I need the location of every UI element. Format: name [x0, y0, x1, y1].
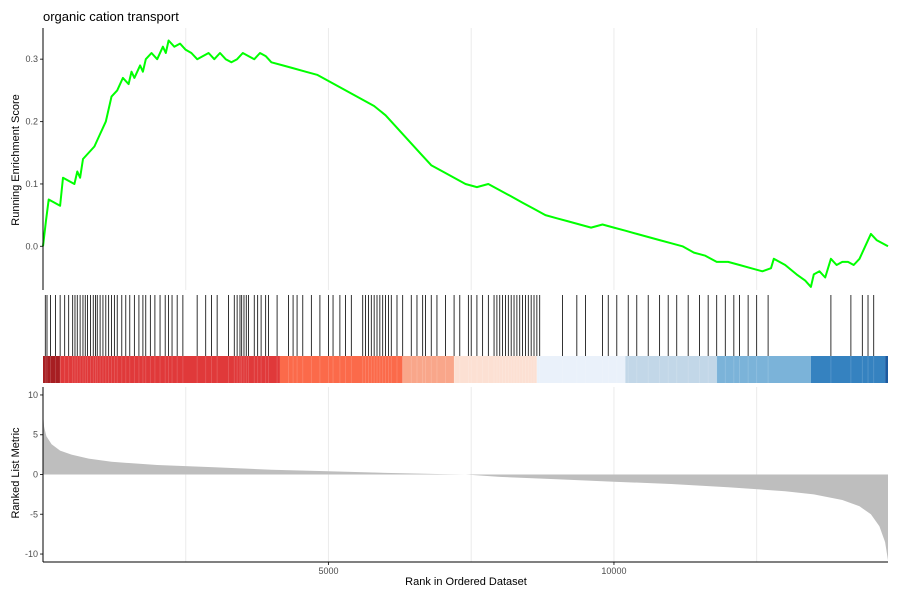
x-tick-label: 10000: [601, 566, 626, 576]
es-y-tick-label: 0.1: [25, 179, 38, 189]
es-y-axis-title: Running Enrichment Score: [10, 94, 22, 225]
metric-y-tick-label: 5: [33, 430, 38, 440]
rank-color-band: [625, 356, 717, 383]
metric-y-tick-label: -10: [25, 549, 38, 559]
x-tick-label: 5000: [318, 566, 338, 576]
metric-y-axis-title: Ranked List Metric: [10, 427, 22, 519]
rank-color-band: [402, 356, 455, 383]
es-grid: [185, 28, 758, 290]
hits-panel: [43, 295, 888, 383]
es-y-tick-label: 0.2: [25, 117, 38, 127]
rank-color-band: [716, 356, 811, 383]
metric-y-tick-label: 0: [33, 470, 38, 480]
chart-title: organic cation transport: [43, 9, 179, 24]
rank-color-band: [60, 356, 280, 383]
es-y-tick-label: 0.3: [25, 54, 38, 64]
x-axis-title: Rank in Ordered Dataset: [405, 576, 527, 588]
rank-color-band: [536, 356, 626, 383]
es-y-tick-label: 0.0: [25, 241, 38, 251]
es-panel: [42, 39, 889, 288]
metric-panel: [43, 412, 888, 561]
rank-color-band: [43, 356, 61, 383]
metric-y-tick-label: 10: [28, 390, 38, 400]
rank-color-band: [810, 356, 886, 383]
rank-color-band: [885, 356, 888, 383]
metric-y-tick-label: -5: [30, 509, 38, 519]
ranked-metric-area: [43, 412, 888, 561]
rank-color-band: [279, 356, 403, 383]
axes: 0.0 0.1 0.2 0.3 10 5 0 -5 -10 5000 10000: [25, 28, 888, 576]
rank-color-band: [454, 356, 537, 383]
enrichment-score-line: [42, 39, 889, 288]
